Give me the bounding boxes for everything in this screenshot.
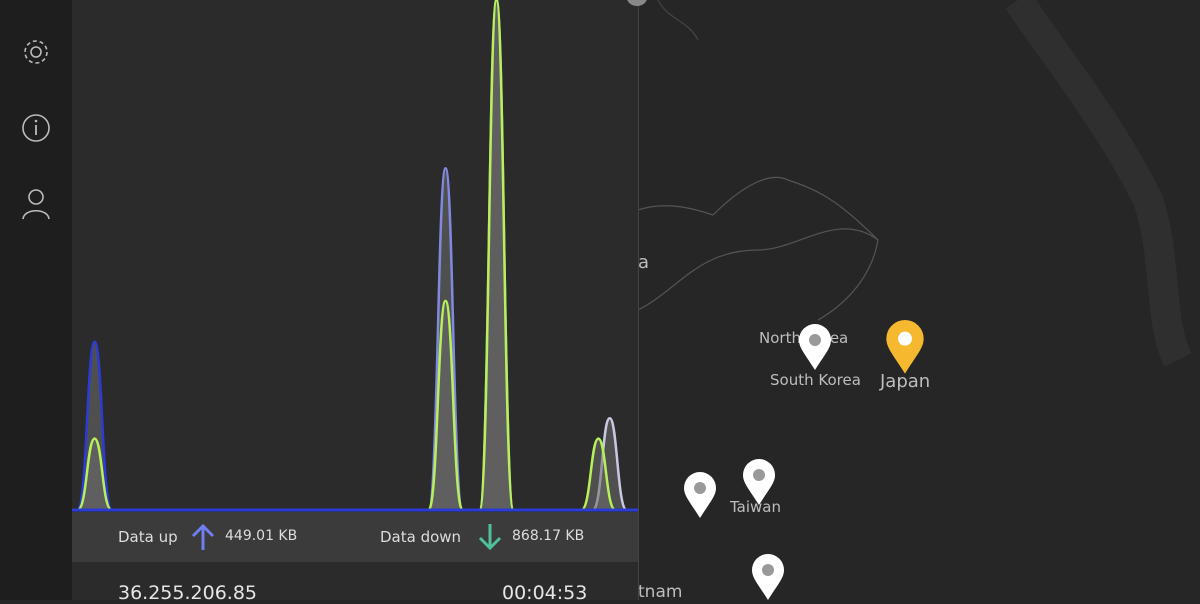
location-pin-south-korea[interactable] bbox=[797, 324, 833, 372]
info-icon[interactable] bbox=[18, 110, 54, 146]
user-icon[interactable] bbox=[18, 186, 54, 222]
map-label-vietnam: tnam bbox=[638, 582, 683, 600]
location-pin[interactable] bbox=[682, 472, 718, 520]
map-label-south-korea: South Korea bbox=[770, 371, 861, 389]
data-up-value: 449.01 KB bbox=[225, 528, 298, 544]
data-up-label: Data up bbox=[118, 528, 178, 546]
data-down-label: Data down bbox=[380, 528, 462, 546]
series-0-peak-0 bbox=[76, 340, 113, 512]
series-3-peak-3 bbox=[580, 437, 617, 512]
map-label-china: a bbox=[638, 252, 650, 273]
arrow-up-icon bbox=[188, 522, 218, 556]
data-stats-bar: Data up 449.01 KB Data down 868.17 KB bbox=[72, 512, 638, 562]
connection-info: 36.255.206.85 00:04:53 bbox=[72, 562, 638, 604]
sidebar bbox=[0, 0, 72, 600]
arrow-down-icon bbox=[475, 522, 505, 556]
series-3-peak-1 bbox=[427, 299, 464, 512]
data-down-value: 868.17 KB bbox=[512, 528, 585, 544]
traffic-panel: Data up 449.01 KB Data down 868.17 KB 36… bbox=[72, 0, 639, 604]
series-3-peak-2 bbox=[478, 0, 515, 512]
gear-icon[interactable] bbox=[18, 34, 54, 70]
location-pin[interactable] bbox=[750, 554, 786, 600]
series-3-peak-0 bbox=[76, 437, 113, 512]
location-pin-japan-active[interactable] bbox=[883, 320, 927, 376]
traffic-chart bbox=[72, 0, 638, 512]
location-pin-taiwan[interactable] bbox=[741, 459, 777, 507]
map-label-japan: Japan bbox=[880, 371, 931, 392]
map-borders bbox=[638, 0, 1192, 367]
ip-address: 36.255.206.85 bbox=[118, 582, 258, 604]
map-label-taiwan: Taiwan bbox=[730, 498, 782, 516]
scrollbar-thumb[interactable] bbox=[627, 0, 647, 6]
connection-duration: 00:04:53 bbox=[502, 582, 588, 604]
map[interactable]: a North Korea South Korea Japan Taiwan t… bbox=[638, 0, 1200, 600]
